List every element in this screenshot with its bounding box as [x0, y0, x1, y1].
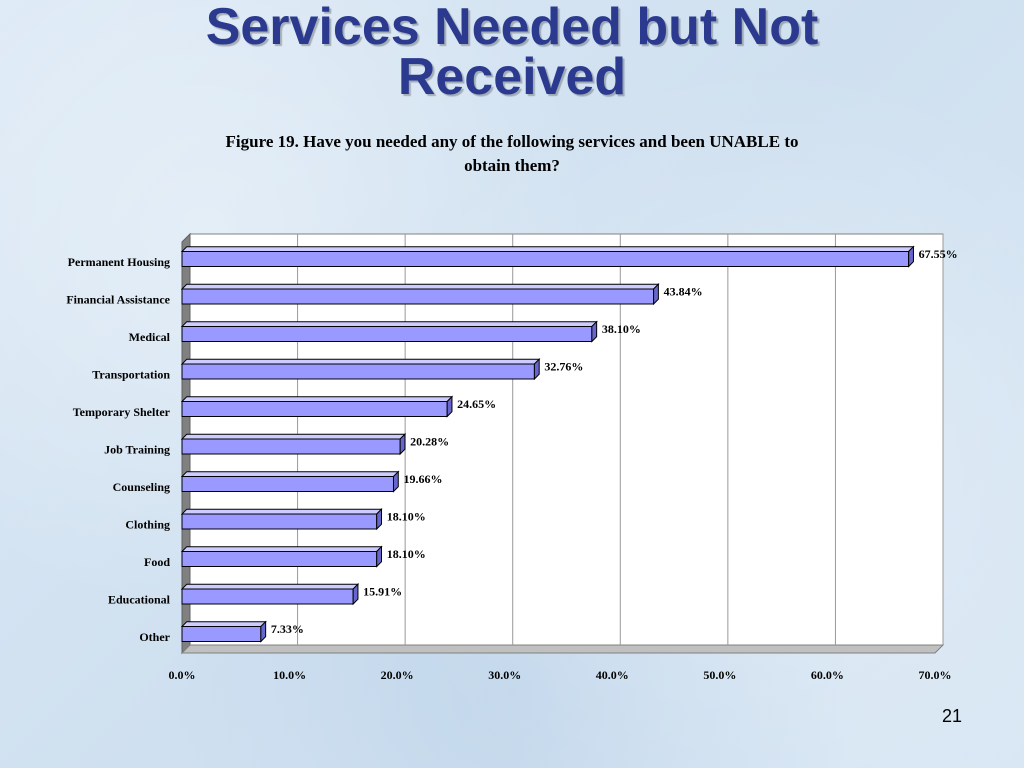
bar-top-face: [180, 621, 267, 627]
figure-caption-line1: Figure 19. Have you needed any of the fo…: [225, 132, 799, 151]
bar: [180, 245, 915, 268]
bar-front-face: [181, 626, 262, 642]
data-label: 7.33%: [271, 622, 304, 636]
slide-title: Services Needed but Not Received: [0, 0, 1024, 103]
slide-title-line1: Services Needed but Not: [205, 0, 819, 56]
slide-title-line2: Received: [397, 48, 627, 106]
bar-end-face: [352, 582, 359, 606]
category-label: Job Training: [104, 443, 170, 457]
bar-end-face: [399, 432, 406, 456]
bar-front-face: [181, 588, 354, 605]
bar-end-face: [376, 545, 383, 568]
bar-front-face: [181, 326, 593, 342]
bar: [180, 507, 383, 531]
bar-front-face: [181, 288, 655, 305]
bar-front-face: [181, 476, 394, 492]
bar-top-face: [180, 508, 383, 515]
bar-top-face: [180, 246, 915, 252]
category-label: Medical: [129, 330, 171, 344]
category-label: Other: [139, 630, 170, 644]
bar: [180, 395, 454, 418]
data-label: 32.76%: [544, 360, 583, 374]
bar: [180, 432, 407, 456]
figure-caption: Figure 19. Have you needed any of the fo…: [150, 130, 874, 178]
bar-top-face: [180, 471, 400, 477]
x-tick-label: 60.0%: [811, 668, 844, 682]
data-label: 19.66%: [403, 472, 442, 486]
bar-end-face: [376, 507, 383, 531]
bar-end-face: [653, 282, 659, 306]
data-labels: 67.55% 43.84% 38.10% 32.76% 24.65% 20.28% 19.6…: [271, 247, 958, 636]
bar-top-face: [180, 583, 360, 590]
bar-end-face: [446, 395, 453, 418]
bar: [180, 582, 360, 606]
x-tick-label: 40.0%: [596, 668, 629, 682]
bar-top-face: [180, 546, 383, 552]
bar-end-face: [392, 470, 399, 493]
category-label: Counseling: [113, 480, 170, 494]
figure-caption-line2: obtain them?: [464, 156, 560, 175]
x-axis-tick-labels: 0.0% 10.0% 20.0% 30.0% 40.0% 50.0% 60.0% 70.0%: [169, 668, 952, 682]
bar-end-face: [591, 320, 598, 343]
data-label: 38.10%: [602, 322, 641, 336]
category-label: Permanent Housing: [68, 255, 170, 269]
x-tick-label: 30.0%: [488, 668, 521, 682]
bar: [180, 620, 267, 643]
bar: [180, 545, 383, 568]
x-tick-label: 0.0%: [169, 668, 196, 682]
bar-end-face: [533, 357, 540, 381]
bar: [180, 470, 400, 493]
bar-top-face: [180, 283, 660, 290]
data-label: 67.55%: [919, 247, 958, 261]
bar-top-face: [180, 358, 541, 365]
data-label: 43.84%: [664, 285, 703, 299]
bar: [180, 320, 598, 343]
bar-front-face: [181, 551, 378, 567]
x-tick-label: 20.0%: [381, 668, 414, 682]
data-label: 18.10%: [387, 510, 426, 524]
bar-end-face: [908, 245, 914, 268]
category-label: Food: [144, 555, 170, 569]
category-label: Temporary Shelter: [73, 405, 171, 419]
bar-top-face: [180, 321, 598, 327]
bar-front-face: [181, 438, 401, 455]
x-tick-label: 50.0%: [703, 668, 736, 682]
bar-front-face: [181, 363, 535, 380]
bar-top-face: [180, 396, 454, 402]
data-label: 15.91%: [363, 585, 402, 599]
chart-bars: [180, 245, 915, 643]
bar: [180, 282, 660, 306]
plot-floor: [180, 644, 945, 654]
category-label: Transportation: [92, 368, 170, 382]
bar-front-face: [181, 513, 378, 530]
x-tick-label: 70.0%: [919, 668, 952, 682]
data-label: 20.28%: [410, 435, 449, 449]
bar: [180, 357, 541, 381]
x-tick-label: 10.0%: [273, 668, 306, 682]
category-label: Educational: [108, 593, 171, 607]
category-labels: Permanent Housing Financial Assistance Med…: [66, 255, 170, 644]
category-label: Financial Assistance: [66, 293, 170, 307]
data-label: 24.65%: [457, 397, 496, 411]
bar-end-face: [260, 620, 267, 643]
data-label: 18.10%: [387, 547, 426, 561]
bar-top-face: [180, 433, 407, 440]
bar-front-face: [181, 251, 910, 267]
bar-front-face: [181, 401, 448, 417]
slide-number: 21: [941, 706, 962, 726]
category-label: Clothing: [125, 518, 170, 532]
